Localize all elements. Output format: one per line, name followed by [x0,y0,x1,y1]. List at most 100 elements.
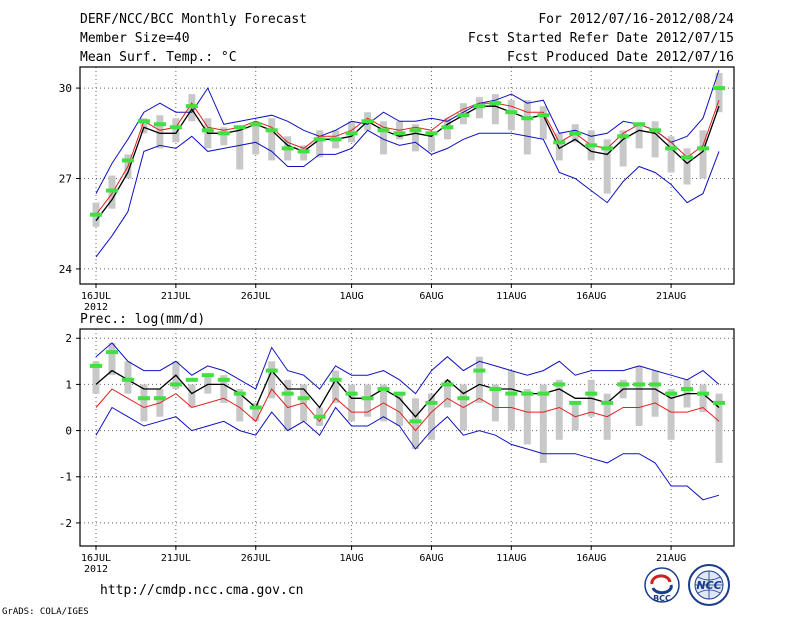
temp-obs-mark [697,146,710,151]
ncc-logo-text: NCC [696,579,721,592]
precip-obs-mark [537,391,550,396]
precip-obs-mark [457,396,470,401]
precip-ensemble-bar [348,384,356,422]
temp-obs-mark [361,119,374,124]
precip-obs-mark [233,391,246,396]
temp-xtick-label: 26JUL [241,291,271,302]
temp-lower-line [95,129,720,258]
precip-lower-line [95,406,720,501]
temp-ensemble-bar [667,136,675,173]
temp-obs-mark [393,131,406,136]
temp-obs-mark [121,158,134,163]
temp-obs-mark [425,131,438,136]
temp-obs-mark [473,104,486,109]
temp-obs-mark [217,131,230,136]
precip-ensemble-bar [411,398,419,450]
precip-ensemble-bar [475,356,483,403]
temp-ensemble-bar [683,148,691,185]
chart-title: DERF/NCC/BCC Monthly Forecast [80,12,307,27]
precip-ensemble-bar [332,370,340,403]
ncc-logo-grid [695,571,723,599]
precip-obs-mark [441,382,454,387]
precip-ensemble-bar [427,393,435,440]
temp-ensemble-bar [236,127,244,170]
precip-obs-mark [617,382,630,387]
temp-ensemble-bar [651,121,659,158]
temp-xtick-label: 16AUG [576,291,606,302]
bcc-logo-swirl-red [650,574,672,585]
bcc-logo-ring [644,567,680,603]
precip-xtick-label: 26JUL [241,553,271,564]
temp-ensemble-bar [635,124,643,149]
temp-obs-mark [633,122,646,127]
grads-credit: GrADS: COLA/IGES [2,607,89,617]
temp-obs-mark [169,125,182,130]
temp-obs-mark [585,143,598,148]
temp-obs-mark [297,149,310,154]
temp-ensemble-bar [427,136,435,152]
temp-obs-mark [105,188,118,193]
precip-ytick-label: -2 [59,517,72,530]
temp-obs-mark [569,131,582,136]
temp-ensemble-bar [715,73,723,113]
temp-ytick-label: 30 [59,82,72,95]
temp-obs-mark [137,119,150,124]
precip-ensemble-bar [252,402,260,422]
temp-obs-mark [233,125,246,130]
temp-ensemble-bar [268,118,276,161]
temp-obs-mark [281,146,294,151]
produced-date-label: Fcst Produced Date 2012/07/16 [507,50,734,65]
precip-xtick-label: 6AUG [419,553,443,564]
temp-obs-mark [617,134,630,139]
precip-ensemble-bar [140,384,148,422]
precip-variable-label: Prec.: log(mm/d) [80,312,205,327]
precip-xtick-label: 11AUG [496,553,526,564]
temp-ensemble-bar [507,100,515,131]
precip-obs-mark [265,368,278,373]
temp-obs-mark [489,101,502,106]
start-date-label: Fcst Started Refer Date 2012/07/15 [468,31,734,46]
member-size-label: Member Size=40 [80,31,190,46]
precip-ensemble-bar [284,379,292,431]
temp-obs-mark [153,122,166,127]
precip-year-label: 2012 [84,564,108,575]
temp-obs-mark [601,146,614,151]
precip-plot-frame [79,328,735,547]
precip-obs-mark [505,391,518,396]
precip-ensemble-bar [491,384,499,422]
precip-ensemble-bar [92,361,100,394]
precip-obs-mark [361,396,374,401]
precip-obs-mark [409,419,422,424]
precip-ensemble-bar [555,379,563,440]
temp-mean-line [95,105,720,222]
temp-obs-mark [313,137,326,142]
precip-obs-mark [377,387,390,392]
precip-ensemble-bar [108,342,116,376]
precip-obs-mark [121,377,134,382]
bcc-logo: BCC [644,567,680,603]
precip-obs-mark [185,377,198,382]
bcc-logo-swirl-blue [651,584,673,595]
precip-ytick-label: -1 [59,471,72,484]
temp-ensemble-bar [699,130,707,179]
precip-ensemble-bar [268,361,276,399]
temp-obs-mark [521,116,534,121]
precip-obs-mark [249,405,262,410]
precip-ensemble-bar [236,389,244,422]
precip-upper-line [95,342,720,395]
temp-xtick-label: 1AUG [340,291,364,302]
ncc-logo: NCC [688,564,730,606]
precip-obs-mark [697,391,710,396]
temp-ensemble-bar [220,127,228,146]
precip-obs-mark [90,363,102,368]
precip-ensemble-bar [124,361,132,394]
precip-obs-mark [665,391,678,396]
precipitation-panel: 16JUL 21JUL 26JUL 1AUG 6AUG 11AUG 16AUG 21AUG20… [59,328,735,575]
precip-obs-mark [521,391,534,396]
precip-obs-mark [201,373,214,378]
precip-xtick-label: 16AUG [576,553,606,564]
forecast-period-label: For 2012/07/16-2012/08/24 [538,12,734,27]
temp-xtick-label: 6AUG [419,291,443,302]
temp-xtick-label: 11AUG [496,291,526,302]
temp-ensemble-bar [411,124,419,152]
